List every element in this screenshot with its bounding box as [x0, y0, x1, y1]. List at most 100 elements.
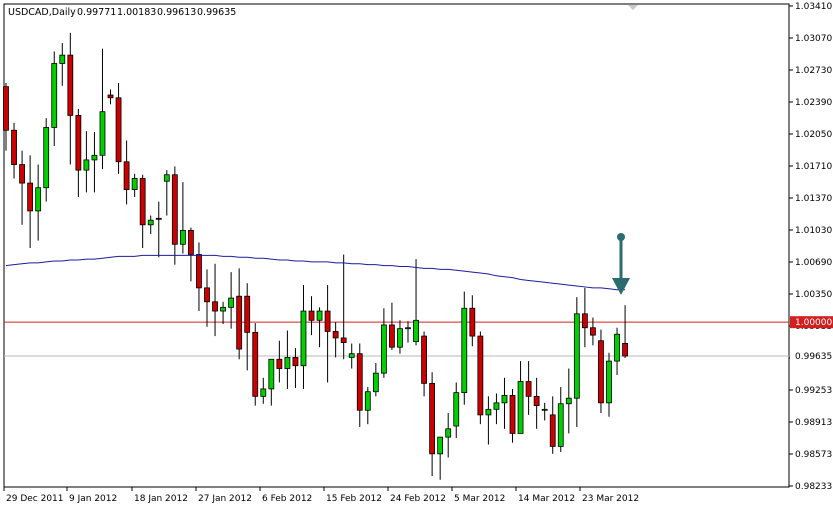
price-tick-label: 1.00350: [795, 290, 832, 300]
candle-body: [453, 392, 460, 427]
candle: [332, 322, 339, 358]
candle: [348, 343, 355, 369]
candle-body: [308, 310, 315, 321]
candle: [67, 32, 74, 165]
candle-body: [171, 174, 178, 245]
candle: [581, 287, 588, 348]
price-tick-label: 1.03410: [795, 2, 832, 12]
candle-body: [163, 174, 170, 182]
candle-body: [244, 295, 251, 333]
candle: [131, 173, 138, 197]
candle-body: [581, 313, 588, 329]
candle-body: [477, 335, 484, 416]
price-tick-label: 0.98913: [795, 418, 832, 428]
annotation-arrow: [612, 233, 630, 295]
candle-body: [204, 287, 210, 303]
date-tick-label: 27 Jan 2012: [198, 494, 252, 504]
date-tick-label: 29 Dec 2011: [6, 494, 64, 504]
candle-body: [19, 164, 25, 184]
price-tick-label: 1.02730: [795, 66, 832, 76]
scroll-marker-icon: [628, 5, 638, 10]
candle-body: [372, 372, 379, 393]
candle: [614, 327, 620, 376]
candle-body: [598, 340, 604, 404]
candle-body: [340, 337, 347, 343]
date-tick-label: 9 Jan 2012: [69, 494, 117, 504]
candle-body: [268, 358, 275, 390]
candle-body: [405, 327, 411, 330]
candle-body: [348, 353, 355, 358]
candle: [517, 361, 524, 434]
candle-body: [115, 97, 122, 163]
candle: [308, 296, 315, 336]
candle-body: [565, 397, 572, 405]
candle: [35, 164, 42, 241]
candle-body: [220, 306, 226, 312]
candle-body: [493, 402, 500, 410]
candle: [501, 377, 508, 429]
candle-body: [622, 343, 628, 357]
price-tick-label: 0.99253: [795, 386, 832, 396]
candle-body: [155, 217, 162, 220]
current-price-tag: 0.99635: [790, 350, 833, 363]
time-axis: 29 Dec 2011 9 Jan 2012 18 Jan 2012 27 Jan 2…: [3, 487, 639, 504]
candle-body: [461, 307, 468, 394]
candle: [179, 182, 186, 254]
candle: [445, 413, 452, 458]
level-price-tag-text: 1.00000: [795, 318, 832, 328]
candle: [469, 295, 476, 347]
candle: [340, 254, 347, 360]
candle: [163, 170, 170, 216]
candle-body: [51, 63, 58, 128]
date-tick-label: 5 Mar 2012: [454, 494, 505, 504]
candle: [91, 132, 98, 193]
candle: [557, 387, 564, 452]
candle: [453, 382, 460, 439]
chart-border: [3, 3, 790, 488]
candle-body: [59, 54, 66, 64]
candle: [413, 259, 419, 346]
candle: [533, 377, 540, 429]
candle: [107, 89, 114, 105]
price-tick-label: 1.02050: [795, 130, 832, 140]
candle-body: [614, 333, 620, 362]
candle: [622, 305, 628, 359]
candle-body: [83, 159, 90, 171]
price-tick-label: 1.03070: [795, 34, 832, 44]
candle: [171, 166, 178, 265]
candle: [260, 377, 267, 404]
candle-body: [188, 229, 194, 255]
candle: [509, 388, 516, 443]
candle-body: [212, 301, 218, 312]
candle-body: [99, 111, 106, 156]
price-tick-label: 1.01710: [795, 162, 832, 172]
candle: [212, 263, 218, 337]
candle-body: [196, 254, 202, 289]
candle-body: [123, 161, 130, 190]
candle: [421, 331, 427, 397]
date-tick-label: 6 Feb 2012: [262, 494, 312, 504]
candle: [477, 331, 484, 425]
candle-body: [324, 310, 331, 332]
date-tick-label: 14 Mar 2012: [518, 494, 575, 504]
candle: [437, 436, 444, 480]
level-price-tag: 1.00000: [790, 316, 833, 329]
price-tick-label: 1.01030: [795, 226, 832, 236]
candle-body: [300, 310, 307, 367]
moving-average-line: [5, 254, 626, 291]
candle-body: [147, 219, 154, 226]
candle-body: [437, 436, 444, 455]
candle-body: [43, 127, 50, 189]
candle: [188, 227, 194, 282]
candle: [598, 329, 604, 414]
candle: [461, 291, 468, 405]
price-tick-label: 1.00690: [795, 258, 832, 268]
price-tick-label: 0.98573: [795, 450, 832, 460]
candle-body: [485, 408, 492, 416]
candle-body: [525, 381, 532, 397]
candle-body: [179, 229, 186, 245]
candle-body: [356, 353, 363, 411]
candle: [51, 51, 58, 147]
candle-body: [91, 154, 98, 161]
